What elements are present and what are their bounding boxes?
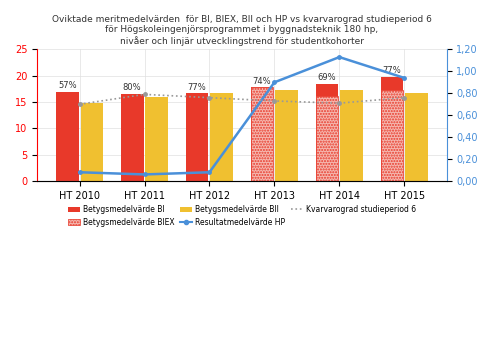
Bar [340,91,363,181]
Bar [251,87,274,181]
Line: Kvarvarograd studieperiod 6: Kvarvarograd studieperiod 6 [78,93,406,106]
Bar [251,87,274,181]
Bar [211,93,233,181]
Text: 57%: 57% [58,81,76,90]
Text: 77%: 77% [383,66,401,76]
Text: 74%: 74% [253,77,271,86]
Bar [121,94,143,181]
Bar [186,93,209,181]
Kvarvarograd studieperiod 6 [401,96,407,100]
Legend: Betygsmedelvärde BI, Betygsmedelvärde BIEX, Betygsmedelvärde BII, Resultatmedelv: Betygsmedelvärde BI, Betygsmedelvärde BI… [65,202,419,230]
Kvarvarograd studieperiod 6 [272,99,278,103]
Resultatmedelvärde HP [76,170,82,174]
Resultatmedelvärde HP [272,80,278,84]
Resultatmedelvärde HP [141,172,147,176]
Title: Oviktade meritmedelvärden  för BI, BIEX, BII och HP vs kvarvarograd studieperiod: Oviktade meritmedelvärden för BI, BIEX, … [52,15,432,46]
Bar [145,97,168,181]
Kvarvarograd studieperiod 6 [76,102,82,106]
Text: 80%: 80% [123,83,141,92]
Resultatmedelvärde HP [401,76,407,80]
Bar [316,84,338,181]
Bar [80,103,103,181]
Bar [316,96,338,181]
Bar [381,77,403,181]
Text: 69%: 69% [317,73,336,82]
Bar [56,92,78,181]
Bar [276,90,298,181]
Line: Resultatmedelvärde HP: Resultatmedelvärde HP [78,55,406,176]
Kvarvarograd studieperiod 6 [141,92,147,96]
Text: 77%: 77% [188,83,207,92]
Bar [381,91,403,181]
Bar [405,93,428,181]
Kvarvarograd studieperiod 6 [336,101,342,105]
Resultatmedelvärde HP [336,55,342,59]
Kvarvarograd studieperiod 6 [207,96,212,100]
Resultatmedelvärde HP [207,170,212,174]
